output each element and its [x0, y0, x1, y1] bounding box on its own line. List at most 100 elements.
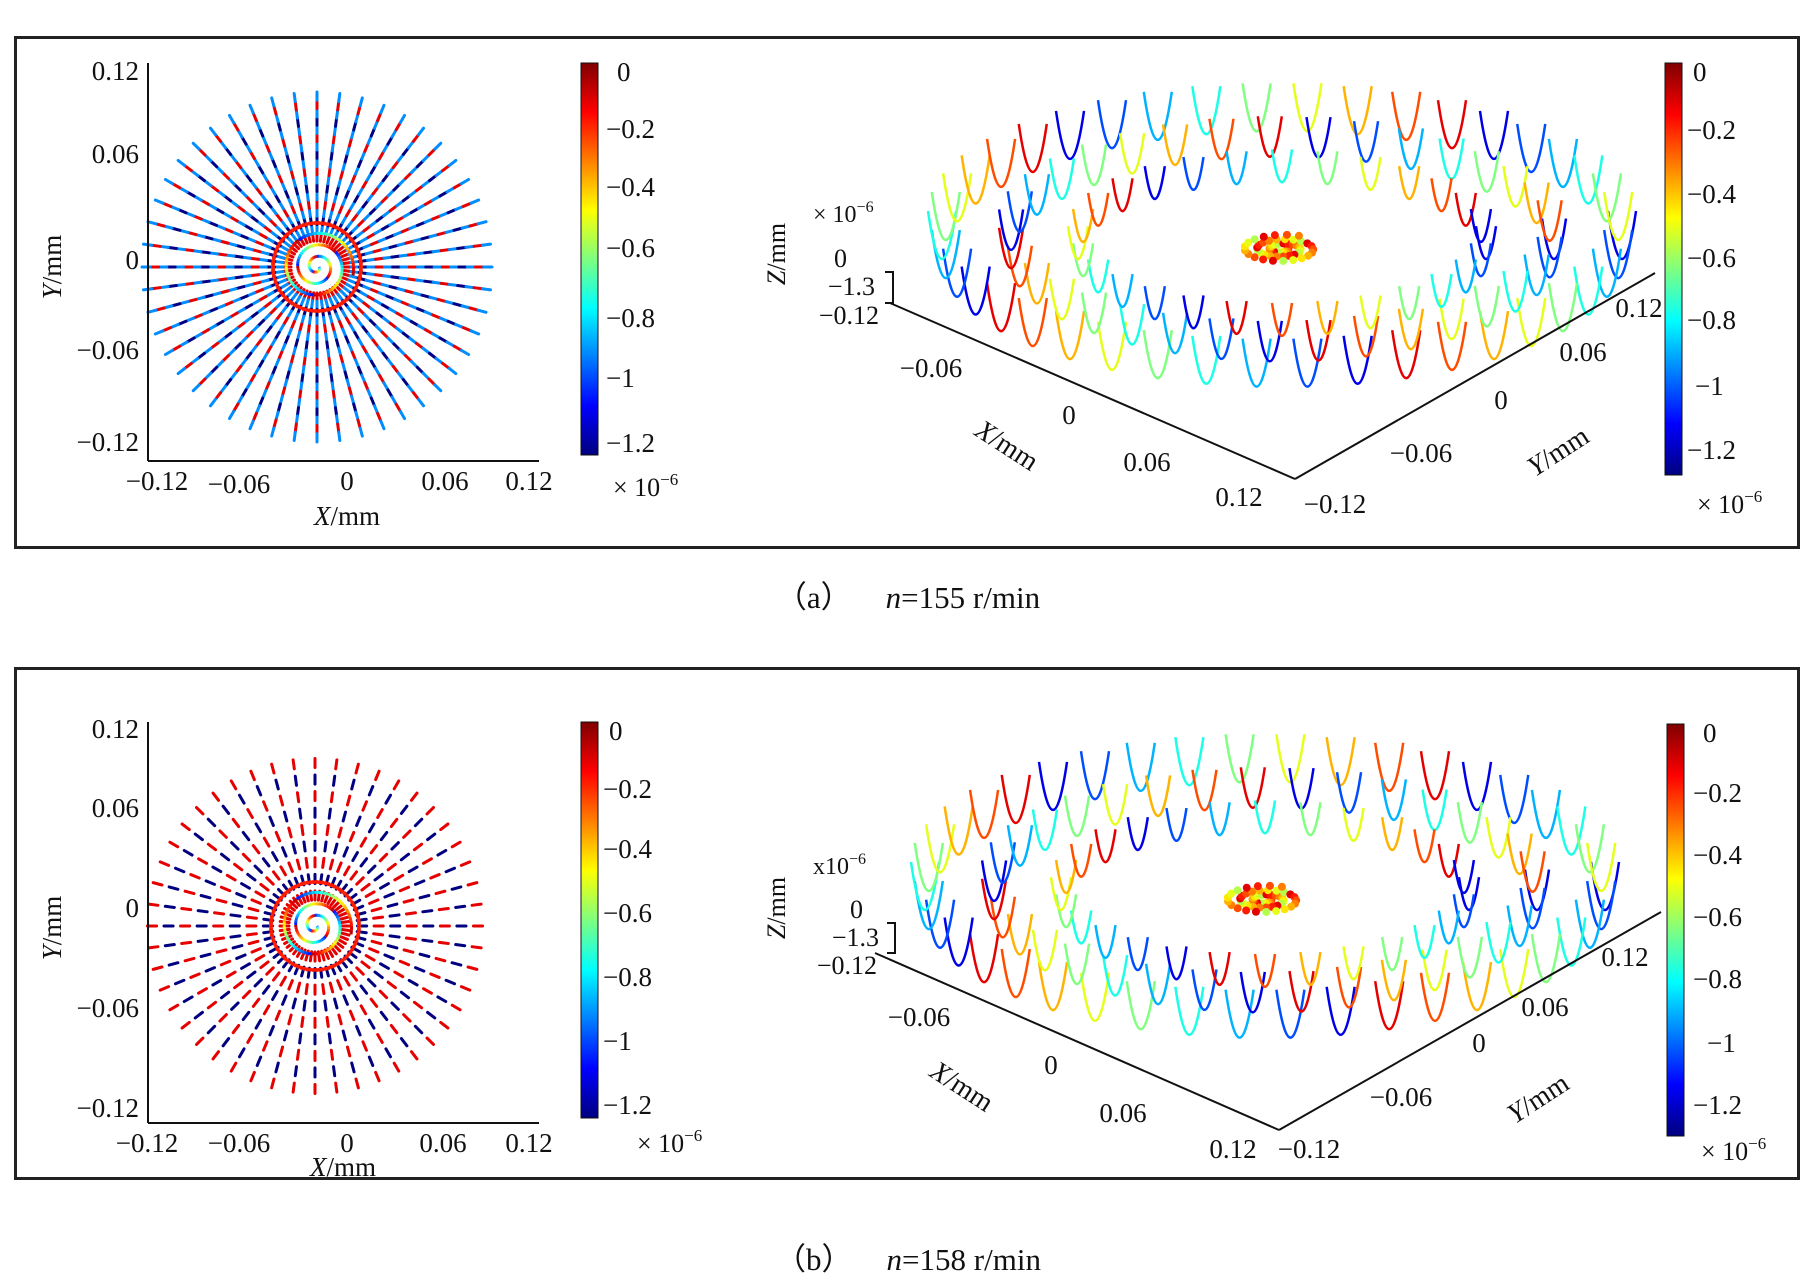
ray-segment: [376, 1033, 384, 1044]
parabola-arc: [1225, 300, 1248, 336]
ray-segment: [429, 873, 441, 880]
spiral-segment: [320, 950, 325, 955]
spiral-segment: [324, 257, 328, 261]
colorbar-gradient: [580, 62, 599, 456]
ray-segment: [422, 857, 433, 865]
parabola-arc: [1454, 259, 1478, 294]
spiral-segment: [305, 246, 309, 251]
colorbar-gradient: [1666, 723, 1685, 1137]
parabola-arc: [1485, 921, 1512, 964]
ray-segment: [367, 864, 377, 874]
parabola-arc: [1054, 859, 1078, 895]
colorbar-tick-labels: 0 −0.2 −0.4 −0.6 −0.8 −1 −1.2: [606, 57, 655, 458]
ray-segment: [399, 990, 411, 1000]
ray-segment: [229, 934, 242, 939]
ray-segment: [402, 948, 415, 954]
ray-segment: [254, 1018, 263, 1030]
ray-segment: [295, 981, 302, 994]
ray-segment: [450, 1003, 462, 1012]
ray-segment: [259, 882, 270, 892]
spiral-segment: [308, 232, 314, 237]
ray-segment: [231, 1023, 241, 1035]
ray-segment: [450, 961, 463, 967]
parabola-arc: [1225, 151, 1248, 186]
spiral-segment: [317, 951, 322, 956]
spiral-segment: [299, 936, 304, 940]
spiral-segment: [349, 929, 354, 935]
ray-segment: [336, 861, 343, 873]
spiral-segment: [333, 284, 338, 289]
ray-segment: [189, 972, 201, 979]
core-dot: [1304, 251, 1313, 260]
spiral-segment: [321, 936, 326, 941]
parabola-arc: [1086, 192, 1110, 227]
parabola-arc: [1080, 292, 1108, 334]
parabola-arc: [1397, 165, 1421, 201]
ray-segment: [163, 348, 175, 356]
core-dot: [1250, 253, 1259, 262]
spiral-segment: [327, 261, 331, 265]
colorbar-tick-label: −0.4: [606, 172, 655, 202]
ray-segment: [402, 829, 412, 839]
spiral-segment: [301, 234, 307, 240]
spiral-segment: [339, 261, 344, 266]
ray-segment: [470, 902, 483, 907]
parabola-arc: [1191, 335, 1222, 386]
spiral-segment: [312, 243, 316, 248]
parabola-arc: [1437, 910, 1461, 945]
z-tick-label: −0.12: [819, 301, 879, 330]
parabola-arc: [1421, 789, 1448, 831]
ray-segment: [271, 990, 279, 1001]
ray-segment: [323, 840, 328, 853]
spiral-segment: [287, 903, 293, 909]
parabola-arc: [1456, 936, 1484, 979]
ray-segment: [436, 849, 448, 857]
ray-segment: [367, 1055, 375, 1068]
ray-segment: [359, 984, 369, 995]
ray-segment: [327, 807, 332, 820]
spiral-segment: [310, 902, 314, 907]
spiral-segment: [347, 249, 352, 255]
ray-segment: [369, 997, 379, 1008]
ray-segment: [230, 1001, 240, 1011]
spiral-segment: [305, 904, 309, 908]
colorbar-tick-label: −1.2: [1693, 1090, 1742, 1120]
spiral-segment: [291, 944, 297, 949]
ray-segment: [402, 1013, 412, 1023]
ray-segment: [342, 994, 349, 1006]
parabola-arc: [1111, 273, 1134, 309]
ray-segment: [384, 793, 392, 805]
parabola-arc: [1208, 802, 1231, 837]
spiral-segment: [327, 273, 331, 277]
spiral-segment: [297, 271, 302, 276]
parabola-arc: [1519, 851, 1546, 893]
spiral-segment: [300, 275, 304, 280]
ray-segment: [238, 1047, 246, 1059]
spiral-segment: [302, 892, 308, 897]
core-dot: [1287, 902, 1296, 911]
ray-segment: [454, 904, 467, 909]
ray-segment: [373, 970, 384, 980]
ray-segment: [370, 906, 383, 913]
parabola-arc: [1086, 259, 1110, 294]
parabola-arc: [968, 933, 1000, 984]
spiral-segment: [299, 893, 305, 899]
ray-segment: [337, 934, 349, 941]
x-tick-label: 0.12: [505, 466, 552, 496]
ring-dot: [302, 881, 307, 886]
ray-segment: [300, 1015, 305, 1028]
ring-dot: [311, 967, 316, 972]
ray-segment: [402, 898, 415, 904]
ring-dot: [357, 924, 361, 928]
ring-dot: [271, 268, 276, 273]
y-axis-label: Y/mm: [37, 235, 67, 300]
parabola-arc: [1224, 989, 1255, 1039]
colorbar-tick-label: −0.8: [603, 962, 652, 992]
spiral-segment: [338, 276, 343, 281]
spiral-segment: [294, 928, 299, 933]
plot-2d-a: 0.12 0.06 0 −0.06 −0.12 −0.12 −0.06 0 0.…: [37, 56, 553, 531]
spiral-segment: [332, 235, 338, 240]
x3d-tick-label: 0.12: [1209, 1134, 1256, 1164]
ring-dot: [304, 222, 309, 227]
ray-segment: [213, 911, 226, 916]
